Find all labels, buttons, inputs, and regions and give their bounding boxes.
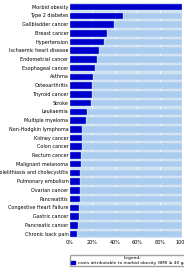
Bar	[70, 231, 77, 237]
Bar	[70, 222, 78, 229]
Bar	[70, 30, 107, 36]
Bar	[70, 82, 92, 89]
Bar	[95, 65, 182, 72]
Bar	[70, 100, 91, 106]
Bar	[70, 91, 92, 98]
Bar	[70, 47, 99, 54]
Legend: costs attributable to morbid obesity (BMI ≥ 40 g/m²): costs attributable to morbid obesity (BM…	[70, 255, 184, 266]
Bar	[70, 170, 80, 176]
Bar	[70, 117, 86, 124]
Bar	[70, 178, 80, 185]
Bar	[93, 74, 182, 80]
Bar	[81, 152, 182, 159]
Bar	[70, 161, 81, 167]
Bar	[70, 135, 82, 141]
Bar	[87, 109, 182, 115]
Bar	[86, 117, 182, 124]
Bar	[99, 47, 182, 54]
Bar	[107, 30, 182, 36]
Bar	[70, 152, 81, 159]
Bar	[70, 39, 104, 45]
Bar	[77, 231, 182, 237]
Bar	[70, 144, 82, 150]
Bar	[80, 178, 182, 185]
Bar	[123, 13, 182, 19]
Bar	[70, 13, 123, 19]
Bar	[82, 135, 182, 141]
Bar	[78, 222, 182, 229]
Bar	[70, 109, 87, 115]
Bar	[80, 170, 182, 176]
Bar	[92, 82, 182, 89]
Bar	[97, 56, 182, 63]
Bar	[91, 100, 182, 106]
Bar	[79, 213, 182, 220]
Bar	[82, 126, 182, 133]
Bar	[70, 74, 93, 80]
Bar	[70, 213, 79, 220]
Bar	[80, 196, 182, 202]
Bar	[79, 205, 182, 211]
Bar	[70, 126, 82, 133]
Bar	[80, 187, 182, 194]
Bar	[70, 65, 95, 72]
Bar	[92, 91, 182, 98]
Bar	[70, 205, 79, 211]
Bar	[114, 21, 182, 28]
Bar	[70, 187, 80, 194]
Bar	[82, 144, 182, 150]
Bar	[70, 56, 97, 63]
Bar	[81, 161, 182, 167]
Bar	[70, 4, 182, 10]
Bar	[70, 21, 114, 28]
Bar	[104, 39, 182, 45]
Bar	[70, 196, 80, 202]
